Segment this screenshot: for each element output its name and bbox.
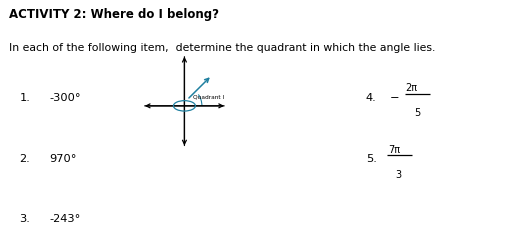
- Text: 3.: 3.: [19, 214, 31, 224]
- Text: Quadrant I: Quadrant I: [193, 95, 225, 100]
- Text: 5.: 5.: [366, 154, 377, 164]
- Text: 3: 3: [396, 169, 402, 180]
- Text: -243°: -243°: [50, 214, 81, 224]
- Text: 2π: 2π: [406, 84, 418, 93]
- Text: 5: 5: [414, 108, 420, 118]
- Text: -300°: -300°: [50, 93, 81, 103]
- Text: 970°: 970°: [50, 154, 77, 164]
- Text: In each of the following item,  determine the quadrant in which the angle lies.: In each of the following item, determine…: [8, 43, 435, 53]
- Text: −: −: [389, 93, 399, 103]
- Text: 4.: 4.: [366, 93, 376, 103]
- Text: 2.: 2.: [19, 154, 31, 164]
- Text: 7π: 7π: [388, 145, 400, 155]
- Text: 1.: 1.: [19, 93, 31, 103]
- Text: ACTIVITY 2: Where do I belong?: ACTIVITY 2: Where do I belong?: [8, 8, 219, 21]
